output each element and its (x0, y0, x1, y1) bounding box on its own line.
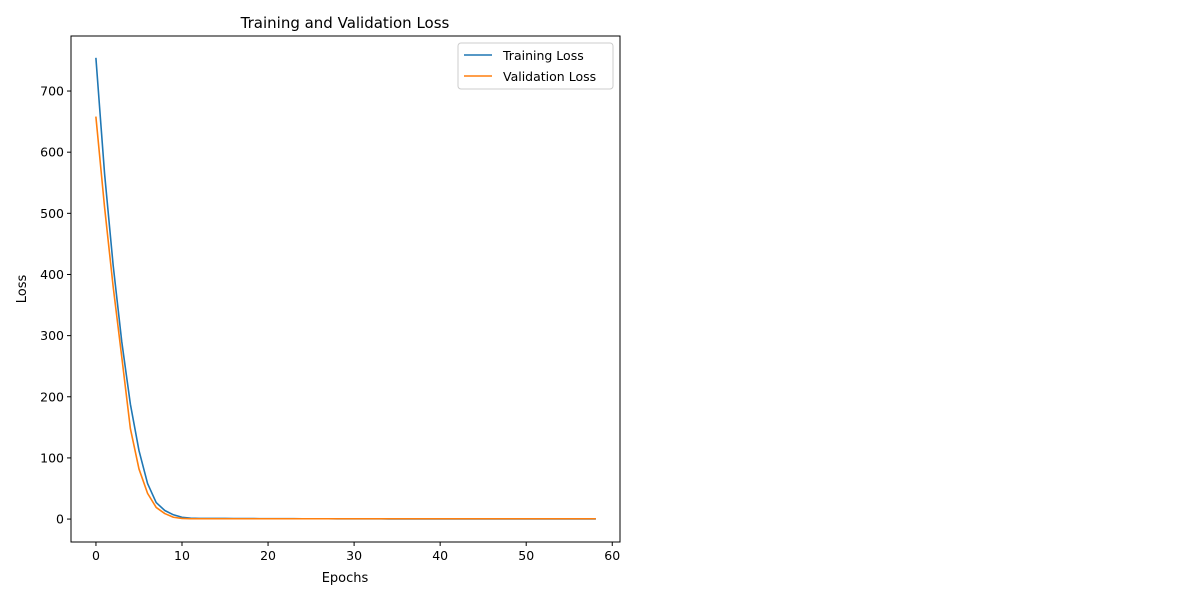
x-tick-label: 50 (518, 548, 534, 563)
y-tick-label: 600 (40, 145, 64, 160)
legend-label-training: Training Loss (502, 48, 584, 63)
legend-box (457, 42, 614, 90)
validation-loss-line (95, 116, 596, 520)
plot-frame (70, 35, 621, 543)
y-tick-label: 300 (40, 328, 64, 343)
y-tick-label: 400 (40, 267, 64, 282)
y-tick-label: 700 (40, 84, 64, 99)
legend-label-validation: Validation Loss (503, 69, 596, 84)
x-axis-label: Epochs (322, 571, 369, 586)
x-tick-label: 20 (260, 548, 276, 563)
y-axis: 0 100 200 300 400 500 600 700 (40, 84, 71, 527)
x-tick-label: 60 (604, 548, 620, 563)
chart-title: Training and Validation Loss (240, 14, 450, 32)
x-tick-label: 10 (174, 548, 190, 563)
x-tick-label: 0 (92, 548, 100, 563)
y-tick-label: 500 (40, 206, 64, 221)
x-tick-label: 40 (432, 548, 448, 563)
x-tick-label: 30 (346, 548, 362, 563)
y-tick-label: 100 (40, 450, 64, 465)
legend: Training Loss Validation Loss (457, 42, 614, 90)
plot-area (95, 57, 596, 520)
y-tick-label: 0 (56, 512, 64, 527)
training-loss-line (95, 57, 596, 520)
x-axis: 0 10 20 30 40 50 60 (92, 542, 620, 563)
y-tick-label: 200 (40, 389, 64, 404)
y-axis-label: Loss (15, 275, 30, 304)
